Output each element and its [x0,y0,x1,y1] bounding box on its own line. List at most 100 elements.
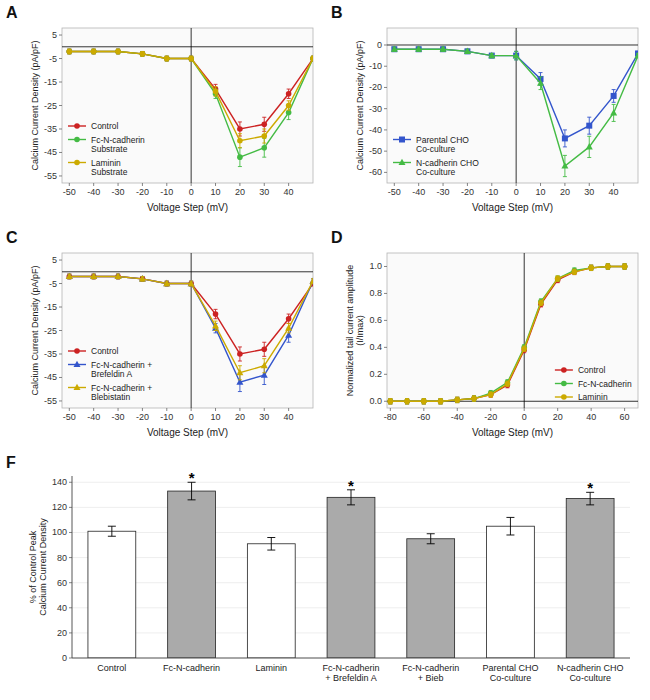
point [163,280,170,286]
x-tick-label: 0 [522,412,527,422]
x-tick [591,408,592,411]
panel: D-80-60-40-2002040600.00.20.40.60.81.0Vo… [331,229,638,438]
point [237,138,243,144]
plot-area [387,28,638,183]
x-tick [490,408,491,411]
point [471,396,477,402]
axis-label: Voltage Step (mV) [147,202,228,213]
text-line: Parental CHO [482,663,538,673]
error-bar [539,300,543,305]
legend-marker [74,361,81,367]
point [438,398,444,404]
error-bar [67,49,71,54]
error-bar [116,49,120,54]
error-bar [238,148,242,167]
error-cap [287,323,291,324]
text-line: Calcium Current Density (pA/pF) [30,265,40,395]
x-tick-label: -40 [451,412,464,422]
text-line: Control [91,121,119,131]
error-bar [606,264,610,269]
y-tick [59,283,62,284]
series-line [69,51,313,157]
bar [247,544,295,658]
error-bar [262,342,266,356]
y-tick-label: 0 [62,653,67,663]
error-bar [92,49,96,54]
point [521,346,527,352]
y-tick-label: 5 [52,30,57,40]
error-bar [214,309,218,318]
point [555,276,561,282]
point [310,56,313,62]
x-tick-label: -30 [437,187,450,197]
legend-label: Fc-N-cadherin +Blebistatin [91,383,152,403]
text-line: Substrate [91,167,128,177]
error-cap [514,59,518,60]
x-tick-label: 20 [235,187,245,197]
error-bar [422,399,426,404]
error-cap [108,526,116,527]
point [488,392,494,398]
legend-entry: Fc-N-cadherin +Brefeldin A [68,360,152,380]
legend: Parental CHOCo-cultureN-cadherin CHOCo-c… [393,135,479,178]
y-tick-label: -25 [44,326,57,336]
error-bar [505,381,509,386]
x-tick [288,408,289,411]
error-cap [587,136,591,137]
error-cap [563,146,567,147]
significance-star: * [189,469,195,486]
error-cap [214,318,218,319]
error-cap [262,143,266,144]
error-bar [238,122,242,136]
bar [487,526,535,658]
text-line: Fc-N-cadherin [91,135,145,145]
error-cap [108,536,116,537]
error-bar [67,49,71,54]
point [421,398,427,404]
point [286,110,292,116]
text-line: + Bieb [418,673,444,683]
x-tick [557,408,558,411]
y-tick [59,260,62,261]
error-bar [262,129,266,143]
x-tick-label: -40 [87,412,100,422]
error-bar [439,399,443,404]
error-bar [623,264,627,269]
plot-frame [62,253,313,408]
plot-area [88,482,614,658]
plot-frame [387,253,638,408]
error-cap [287,332,291,333]
error-bar [267,538,275,551]
y-tick [384,320,387,321]
text-line: Calcium Current Density (pA/pF) [30,40,40,170]
point [164,281,170,287]
point [286,91,292,97]
x-tick-label: 10 [536,187,546,197]
y-tick [384,401,387,402]
point [454,397,460,403]
error-cap [267,537,275,538]
error-cap [262,128,266,129]
error-cap [539,72,543,73]
error-cap [514,51,518,52]
x-tick [215,183,216,186]
point [605,264,611,270]
series-line [394,49,638,166]
point [388,398,394,404]
y-tick-label: -15 [44,77,57,87]
point [188,280,195,286]
x-tick [118,408,119,411]
x-tick-label: -80 [384,412,397,422]
zero-line [524,253,525,408]
y-tick-label: 1.0 [369,261,382,271]
point [91,49,97,55]
error-bar [556,276,560,281]
point [140,51,146,57]
error-bar [189,56,193,61]
x-tick [239,408,240,411]
panel-title: A [6,4,18,21]
legend-entry: N-cadherin CHOCo-culture [393,158,479,178]
error-bar [165,56,169,61]
zero-line [191,253,192,408]
error-bar [572,269,576,274]
